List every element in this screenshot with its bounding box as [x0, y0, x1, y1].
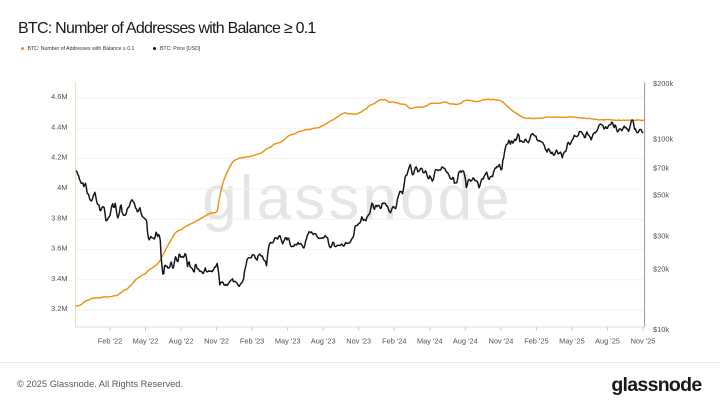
svg-text:May '23: May '23: [275, 337, 301, 346]
svg-text:3.4M: 3.4M: [51, 274, 67, 283]
svg-text:4M: 4M: [57, 183, 67, 192]
svg-text:Feb '23: Feb '23: [240, 337, 264, 346]
svg-text:3.2M: 3.2M: [51, 304, 67, 313]
svg-text:Feb '24: Feb '24: [382, 337, 406, 346]
svg-text:Nov '23: Nov '23: [346, 337, 371, 346]
svg-text:Aug '24: Aug '24: [453, 337, 478, 346]
svg-text:4.2M: 4.2M: [51, 153, 67, 162]
svg-text:$10k: $10k: [653, 325, 669, 334]
svg-text:$30k: $30k: [653, 232, 669, 241]
svg-text:May '22: May '22: [133, 337, 159, 346]
svg-text:May '25: May '25: [559, 337, 585, 346]
svg-text:$100k: $100k: [653, 135, 673, 144]
svg-text:Feb '22: Feb '22: [98, 337, 122, 346]
svg-text:Nov '24: Nov '24: [488, 337, 513, 346]
svg-text:$20k: $20k: [653, 264, 669, 273]
svg-text:Nov '22: Nov '22: [204, 337, 229, 346]
svg-text:$70k: $70k: [653, 163, 669, 172]
svg-text:Aug '23: Aug '23: [311, 337, 336, 346]
svg-text:3.8M: 3.8M: [51, 213, 67, 222]
svg-text:Aug '25: Aug '25: [595, 337, 620, 346]
svg-text:May '24: May '24: [417, 337, 443, 346]
svg-text:glassnode: glassnode: [202, 164, 513, 233]
svg-text:$50k: $50k: [653, 191, 669, 200]
svg-text:4.6M: 4.6M: [51, 92, 67, 101]
svg-text:$200k: $200k: [653, 79, 673, 88]
svg-text:Nov '25: Nov '25: [631, 337, 656, 346]
svg-text:Aug '22: Aug '22: [169, 337, 194, 346]
svg-text:4.4M: 4.4M: [51, 122, 67, 131]
svg-text:3.6M: 3.6M: [51, 244, 67, 253]
svg-text:Feb '25: Feb '25: [524, 337, 548, 346]
